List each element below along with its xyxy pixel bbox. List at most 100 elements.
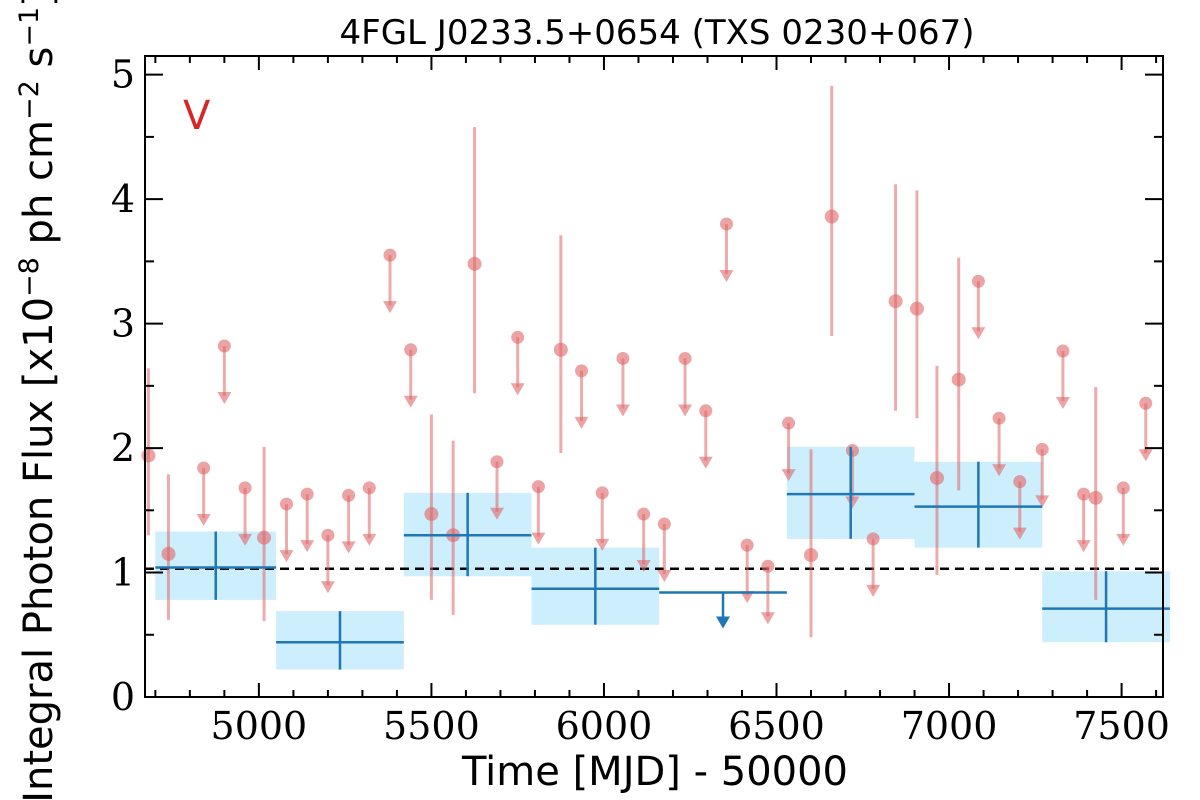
detection-point — [1088, 490, 1103, 505]
y-tick-label: 2 — [111, 426, 135, 470]
long-bin-markers — [155, 446, 1170, 670]
upper-limit-point — [575, 364, 589, 378]
upper-limit-arrow — [300, 540, 315, 553]
upper-limit-point — [300, 487, 314, 501]
upper-limit-arrow — [866, 584, 881, 597]
upper-limit-point — [511, 330, 525, 344]
upper-limit-arrow — [1138, 449, 1153, 462]
upper-limit-arrow — [531, 532, 546, 545]
upper-limit-arrow — [279, 550, 294, 563]
detection-point — [257, 530, 272, 545]
upper-limit-arrow — [719, 270, 734, 283]
upper-limit-point — [1035, 442, 1049, 456]
x-tick-label: 5000 — [211, 704, 308, 748]
upper-limit-point — [761, 559, 775, 573]
upper-limit-point — [404, 343, 418, 357]
upper-limit-point — [279, 497, 293, 511]
upper-limit-arrow — [383, 301, 398, 314]
upper-limit-arrow — [657, 569, 672, 582]
detection-point — [909, 301, 924, 316]
upper-limit-arrow — [1076, 540, 1091, 553]
detection-point — [161, 546, 176, 561]
upper-limit-point — [678, 351, 692, 365]
y-tick-label: 1 — [111, 551, 135, 595]
x-tick-label: 6500 — [728, 704, 825, 748]
y-tick-label: 3 — [111, 302, 135, 346]
upper-limit-arrow — [1055, 396, 1070, 409]
upper-limit-arrow — [1012, 527, 1027, 540]
upper-limit-point — [699, 404, 713, 418]
upper-limit-point — [719, 217, 733, 231]
detection-point — [824, 209, 839, 224]
upper-limit-point — [657, 517, 671, 531]
upper-limit-arrow — [510, 383, 525, 396]
upper-limit-point — [362, 481, 376, 495]
detection-point — [888, 294, 903, 309]
upper-limit-arrow — [489, 507, 504, 520]
detection-point — [467, 256, 482, 271]
chart-title: 4FGL J0233.5+0654 (TXS 0230+067) — [340, 13, 975, 53]
x-tick-label: 5500 — [383, 704, 480, 748]
upper-limit-point — [992, 411, 1006, 425]
x-tick-label: 6000 — [556, 704, 653, 748]
upper-limit-arrow — [238, 533, 253, 546]
x-tick-label: 7000 — [901, 704, 998, 748]
upper-limit-arrow — [740, 591, 755, 604]
upper-limit-point — [1013, 475, 1027, 489]
upper-limit-arrow — [781, 469, 796, 482]
upper-limit-point — [595, 486, 609, 500]
upper-limit-arrow — [403, 395, 418, 408]
x-axis-label: Time [MJD] - 50000 — [461, 749, 848, 795]
detection-point — [951, 372, 966, 387]
upper-limit-arrow — [845, 496, 860, 509]
upper-limit-point — [1116, 481, 1130, 495]
upper-limit-arrow — [698, 456, 713, 469]
upper-limit-point — [1139, 396, 1153, 410]
upper-limit-arrow — [992, 464, 1007, 477]
upper-limit-point — [782, 416, 796, 430]
upper-limit-point — [971, 274, 985, 288]
upper-limit-point — [845, 444, 859, 458]
upper-limit-arrow — [615, 404, 630, 417]
upper-limit-point — [217, 339, 231, 353]
upper-limit-arrow — [971, 327, 986, 340]
upper-limit-point — [342, 488, 356, 502]
upper-limit-arrow — [760, 612, 775, 625]
upper-limit-arrow — [217, 392, 232, 405]
upper-limit-arrow — [362, 533, 377, 546]
upper-limit-arrow — [1116, 533, 1131, 546]
upper-limit-point — [616, 351, 630, 365]
upper-limit-point — [1077, 487, 1091, 501]
upper-limit-point — [321, 528, 335, 542]
short-bin-points — [141, 85, 1153, 638]
upper-limit-point — [1056, 344, 1070, 358]
long-bin-upper-limit-arrow — [716, 616, 731, 629]
upper-limit-arrow — [574, 416, 589, 429]
detection-point — [929, 470, 944, 485]
upper-limit-arrow — [196, 513, 211, 526]
upper-limit-point — [238, 481, 252, 495]
y-tick-label: 4 — [111, 177, 135, 221]
plot-frame — [144, 55, 1164, 698]
y-tick-label: 5 — [111, 53, 135, 97]
upper-limit-arrow — [320, 581, 335, 594]
detection-point — [553, 342, 568, 357]
upper-limit-arrow — [341, 541, 356, 554]
panel-label: V — [183, 93, 211, 139]
upper-limit-point — [866, 532, 880, 546]
y-axis-label: Integral Photon Flux [x10−8 ph cm−2 s−1] — [14, 0, 62, 800]
upper-limit-point — [531, 480, 545, 494]
detection-point — [141, 448, 156, 463]
y-tick-label: 0 — [111, 675, 135, 719]
detection-point — [804, 548, 819, 563]
x-tick-label: 7500 — [1073, 704, 1170, 748]
upper-limit-arrow — [678, 404, 693, 417]
upper-limit-arrow — [1035, 495, 1050, 508]
upper-limit-point — [490, 455, 504, 469]
upper-limit-point — [383, 248, 397, 262]
axes-frame: 5000 5500 6000 6500 7000 7500 0 1 2 3 4 5 — [111, 53, 1170, 748]
upper-limit-point — [637, 507, 651, 521]
upper-limit-point — [197, 461, 211, 475]
upper-limit-arrow — [636, 560, 651, 573]
